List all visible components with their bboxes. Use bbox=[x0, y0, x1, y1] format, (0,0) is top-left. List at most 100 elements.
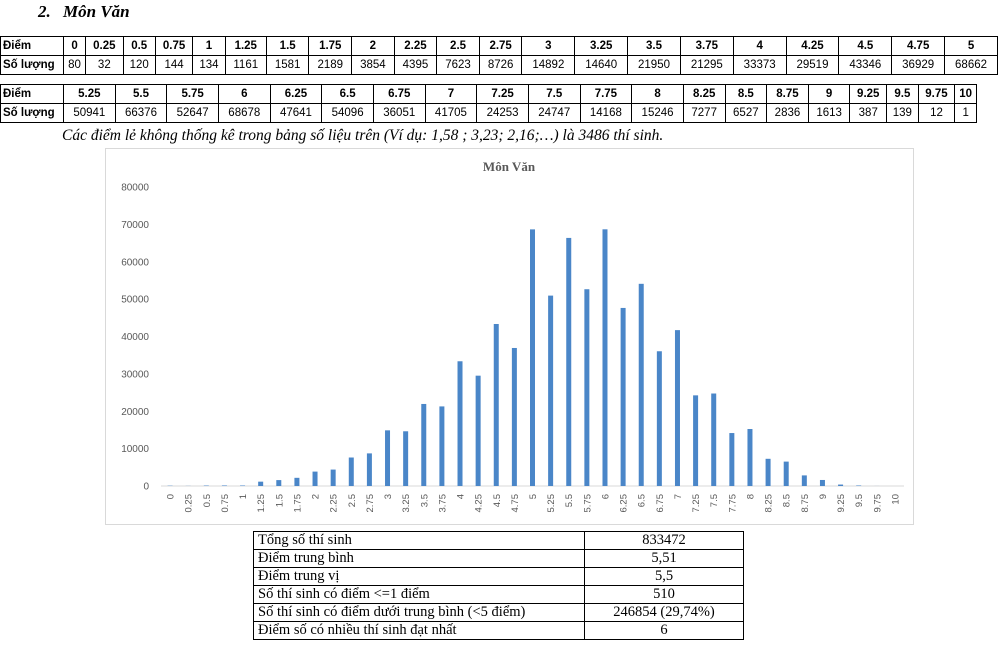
count-row: Số lượng 50941 66376 52647 68678 47641 54096 3… bbox=[0, 103, 977, 123]
x-tick-label: 9.75 bbox=[872, 494, 883, 513]
count-cell: 4395 bbox=[393, 55, 438, 75]
x-tick-label: 3.75 bbox=[437, 494, 448, 513]
x-tick-label: 1.75 bbox=[292, 494, 303, 513]
bar bbox=[856, 485, 862, 486]
x-tick-label: 6.25 bbox=[619, 494, 630, 513]
section-number: 2. bbox=[38, 2, 51, 21]
count-cell: 134 bbox=[192, 55, 226, 75]
x-tick-label: 2 bbox=[311, 494, 322, 499]
bar bbox=[747, 429, 753, 486]
x-tick-label: 8 bbox=[745, 494, 756, 499]
score-cell: 8.75 bbox=[766, 84, 809, 104]
count-cell: 68662 bbox=[944, 55, 998, 75]
bar bbox=[801, 475, 807, 486]
score-cell: 2 bbox=[351, 36, 395, 56]
count-cell: 68678 bbox=[217, 103, 271, 123]
bar bbox=[475, 375, 481, 486]
x-tick-label: 1.5 bbox=[274, 494, 285, 507]
count-cell: 144 bbox=[154, 55, 194, 75]
section-heading: 2. Môn Văn bbox=[38, 2, 130, 22]
x-tick-label: 4.75 bbox=[510, 494, 521, 513]
score-cell: 3.25 bbox=[574, 36, 629, 56]
score-cell: 8 bbox=[631, 84, 684, 104]
count-cell: 1 bbox=[954, 103, 977, 123]
score-cell: 1 bbox=[192, 36, 226, 56]
summary-row: Điểm số có nhiều thí sinh đạt nhất 6 bbox=[253, 621, 744, 640]
x-tick-label: 2.75 bbox=[365, 494, 376, 513]
bars-group bbox=[167, 229, 898, 486]
chart-svg: Môn Văn 0 10000 20000 30000 40000 50000 60000 7… bbox=[121, 159, 904, 513]
x-tick-label: 5.25 bbox=[546, 494, 557, 513]
count-label: Số lượng bbox=[0, 103, 64, 123]
bar bbox=[584, 289, 590, 486]
score-cell: 3 bbox=[521, 36, 576, 56]
count-cell: 41705 bbox=[424, 103, 478, 123]
bar bbox=[221, 485, 227, 486]
x-tick-label: 9 bbox=[818, 494, 829, 499]
summary-value: 510 bbox=[584, 585, 744, 604]
x-tick-label: 7.75 bbox=[727, 494, 738, 513]
bar bbox=[421, 403, 427, 486]
count-cell: 54096 bbox=[321, 103, 374, 123]
x-tick-label: 2.5 bbox=[347, 494, 358, 507]
count-cell: 47641 bbox=[269, 103, 323, 123]
y-tick-label: 60000 bbox=[121, 257, 149, 268]
count-label: Số lượng bbox=[0, 55, 64, 75]
bar bbox=[674, 330, 680, 486]
score-cell: 3.75 bbox=[679, 36, 734, 56]
score-cell: 3.5 bbox=[627, 36, 681, 56]
bar bbox=[330, 469, 336, 486]
count-cell: 2189 bbox=[308, 55, 353, 75]
score-row: Điểm 0 0.25 0.5 0.75 1 1.25 1.5 1.75 2 2.25 2.5 2.7… bbox=[0, 36, 998, 56]
count-cell: 1613 bbox=[807, 103, 851, 123]
count-cell: 36929 bbox=[891, 55, 946, 75]
x-tick-label: 4 bbox=[456, 494, 467, 499]
x-tick-label: 0.75 bbox=[220, 494, 231, 513]
y-tick-label: 70000 bbox=[121, 220, 149, 231]
chart-title: Môn Văn bbox=[483, 159, 536, 174]
bar bbox=[765, 458, 771, 486]
x-tick-label: 4.25 bbox=[474, 494, 485, 513]
score-cell: 7.5 bbox=[527, 84, 581, 104]
count-cell: 14892 bbox=[521, 55, 576, 75]
score-label: Điểm bbox=[0, 36, 64, 56]
summary-row: Số thí sinh có điểm <=1 điểm 510 bbox=[253, 585, 744, 604]
score-cell: 9.75 bbox=[917, 84, 956, 104]
score-cell: 4.5 bbox=[838, 36, 893, 56]
score-label: Điểm bbox=[0, 84, 64, 104]
score-cell: 5.25 bbox=[63, 84, 116, 104]
bar bbox=[530, 229, 535, 486]
x-tick-label: 4.5 bbox=[492, 494, 503, 507]
score-cell: 4 bbox=[732, 36, 787, 56]
bar bbox=[819, 479, 825, 486]
y-tick-label: 40000 bbox=[121, 332, 149, 343]
score-table-1: Điểm 0 0.25 0.5 0.75 1 1.25 1.5 1.75 2 2.25 2.5 2.7… bbox=[0, 36, 998, 75]
score-cell: 8.5 bbox=[724, 84, 768, 104]
bar bbox=[783, 461, 789, 486]
summary-label: Số thí sinh có điểm <=1 điểm bbox=[253, 585, 585, 604]
bar bbox=[276, 480, 282, 486]
count-cell: 6527 bbox=[724, 103, 768, 123]
x-tick-label: 7.5 bbox=[709, 494, 720, 507]
score-cell: 7.25 bbox=[476, 84, 529, 104]
bar bbox=[294, 477, 300, 486]
x-tick-label: 0 bbox=[166, 494, 177, 499]
score-cell: 6 bbox=[217, 84, 271, 104]
score-cell: 2.5 bbox=[436, 36, 480, 56]
count-cell: 8726 bbox=[478, 55, 523, 75]
score-cell: 1.5 bbox=[265, 36, 310, 56]
bar bbox=[493, 323, 499, 486]
y-tick-label: 20000 bbox=[121, 407, 149, 418]
score-cell: 2.75 bbox=[478, 36, 523, 56]
x-tick-label: 5.5 bbox=[564, 494, 575, 507]
score-table-2: Điểm 5.25 5.5 5.75 6 6.25 6.5 6.75 7 7.25 7.5 7.75… bbox=[0, 84, 977, 123]
count-cell: 120 bbox=[122, 55, 156, 75]
x-tick-label: 3 bbox=[383, 494, 394, 499]
score-cell: 7 bbox=[424, 84, 478, 104]
summary-value: 5,5 bbox=[584, 567, 744, 586]
summary-row: Điểm trung vị 5,5 bbox=[253, 567, 744, 586]
bar bbox=[711, 393, 717, 486]
score-cell: 4.25 bbox=[785, 36, 840, 56]
x-tick-label: 10 bbox=[890, 494, 901, 505]
bar bbox=[403, 431, 409, 486]
